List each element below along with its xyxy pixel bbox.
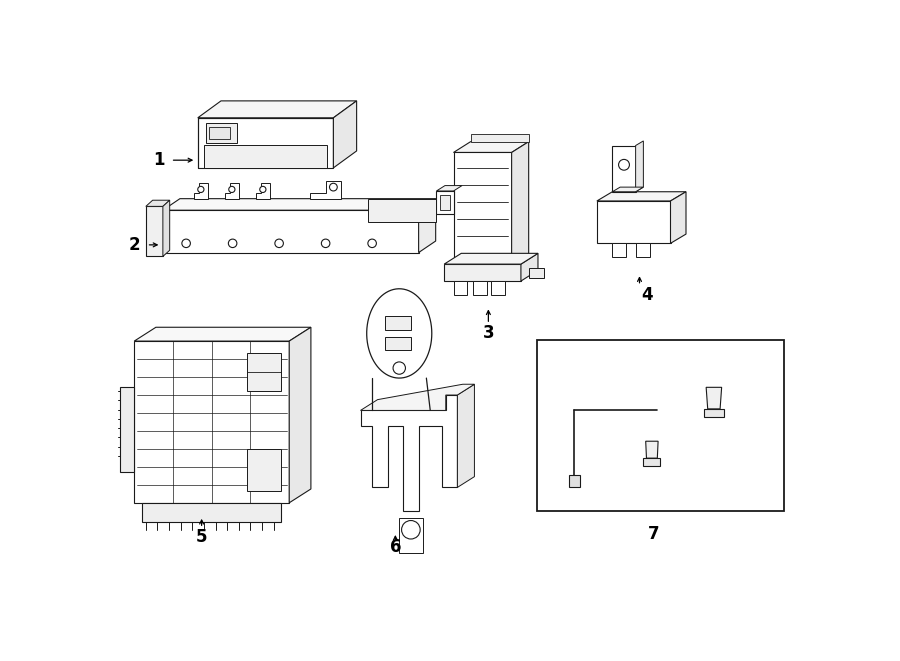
Polygon shape [205, 123, 237, 143]
Polygon shape [445, 264, 521, 281]
Polygon shape [670, 192, 686, 243]
Polygon shape [289, 327, 310, 503]
Polygon shape [368, 199, 436, 222]
Polygon shape [198, 118, 333, 168]
Polygon shape [163, 199, 436, 210]
Polygon shape [471, 134, 528, 141]
Polygon shape [612, 145, 635, 192]
Polygon shape [439, 195, 450, 210]
Polygon shape [706, 387, 722, 409]
Polygon shape [361, 384, 474, 410]
Polygon shape [491, 281, 505, 295]
Polygon shape [644, 458, 661, 466]
Circle shape [229, 186, 235, 192]
Polygon shape [645, 442, 658, 458]
Text: 7: 7 [648, 525, 660, 543]
Polygon shape [454, 141, 528, 153]
Polygon shape [247, 353, 282, 391]
Circle shape [229, 239, 237, 248]
Circle shape [329, 183, 338, 191]
Polygon shape [454, 281, 467, 295]
Polygon shape [333, 101, 356, 168]
Polygon shape [457, 384, 474, 487]
Polygon shape [472, 281, 487, 295]
Text: 6: 6 [390, 539, 401, 557]
Text: 4: 4 [642, 286, 653, 304]
Circle shape [618, 159, 629, 170]
Polygon shape [366, 289, 432, 378]
Polygon shape [436, 186, 462, 191]
Circle shape [401, 520, 420, 539]
Polygon shape [310, 181, 341, 199]
Polygon shape [198, 101, 356, 118]
Circle shape [182, 239, 191, 248]
Polygon shape [612, 243, 626, 257]
Polygon shape [597, 192, 686, 201]
Text: 2: 2 [129, 236, 140, 254]
Polygon shape [385, 317, 411, 330]
Circle shape [274, 239, 284, 248]
Circle shape [393, 362, 405, 374]
Circle shape [368, 239, 376, 248]
Text: 3: 3 [482, 325, 494, 342]
Polygon shape [121, 387, 134, 472]
Polygon shape [569, 475, 580, 487]
Polygon shape [635, 243, 650, 257]
Text: 5: 5 [196, 529, 207, 547]
Polygon shape [142, 503, 282, 522]
Polygon shape [445, 253, 538, 264]
Polygon shape [537, 340, 784, 510]
Polygon shape [204, 145, 328, 168]
Polygon shape [454, 153, 511, 264]
Polygon shape [194, 183, 208, 199]
Polygon shape [528, 268, 544, 278]
Polygon shape [400, 518, 422, 553]
Polygon shape [361, 395, 457, 510]
Polygon shape [256, 183, 270, 199]
Polygon shape [134, 341, 289, 503]
Polygon shape [247, 449, 282, 491]
Polygon shape [612, 187, 643, 192]
Polygon shape [210, 127, 230, 139]
Polygon shape [418, 199, 436, 253]
Circle shape [321, 239, 330, 248]
Polygon shape [704, 409, 724, 416]
Text: 1: 1 [153, 151, 165, 169]
Circle shape [198, 186, 204, 192]
Polygon shape [635, 141, 644, 192]
Polygon shape [163, 210, 418, 253]
Polygon shape [521, 253, 538, 281]
Polygon shape [146, 206, 163, 256]
Polygon shape [163, 200, 170, 256]
Polygon shape [436, 191, 454, 214]
Polygon shape [146, 200, 170, 206]
Polygon shape [134, 327, 310, 341]
Polygon shape [597, 201, 670, 243]
Circle shape [260, 186, 266, 192]
Polygon shape [511, 141, 528, 264]
Polygon shape [225, 183, 238, 199]
Polygon shape [385, 336, 411, 350]
